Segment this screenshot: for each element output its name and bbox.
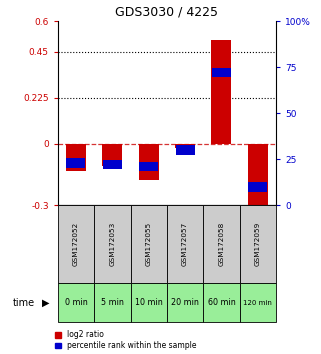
Bar xyxy=(139,144,159,180)
Bar xyxy=(139,162,158,171)
Text: 20 min: 20 min xyxy=(171,298,199,307)
Bar xyxy=(248,182,267,192)
Text: GSM172059: GSM172059 xyxy=(255,222,261,266)
Bar xyxy=(175,144,195,148)
Bar xyxy=(203,205,240,283)
Bar xyxy=(240,205,276,283)
Bar xyxy=(94,205,131,283)
Bar xyxy=(176,145,195,155)
Bar xyxy=(203,283,240,322)
Text: GSM172057: GSM172057 xyxy=(182,222,188,266)
Bar xyxy=(167,283,203,322)
Text: 120 min: 120 min xyxy=(243,300,272,306)
Bar xyxy=(240,283,276,322)
Text: 5 min: 5 min xyxy=(101,298,124,307)
Bar xyxy=(212,68,231,78)
Bar xyxy=(131,205,167,283)
Bar xyxy=(94,283,131,322)
Title: GDS3030 / 4225: GDS3030 / 4225 xyxy=(116,6,218,19)
Bar xyxy=(131,283,167,322)
Bar xyxy=(248,144,268,210)
Text: GSM172052: GSM172052 xyxy=(73,222,79,266)
Text: GSM172053: GSM172053 xyxy=(109,222,115,266)
Legend: log2 ratio, percentile rank within the sample: log2 ratio, percentile rank within the s… xyxy=(55,330,197,350)
Bar xyxy=(58,283,94,322)
Text: GSM172058: GSM172058 xyxy=(219,222,224,266)
Bar xyxy=(167,205,203,283)
Bar xyxy=(66,158,85,167)
Bar xyxy=(102,144,122,166)
Bar xyxy=(212,40,231,144)
Text: 60 min: 60 min xyxy=(208,298,235,307)
Text: 0 min: 0 min xyxy=(65,298,87,307)
Text: ▶: ▶ xyxy=(42,298,49,308)
Bar xyxy=(103,160,122,170)
Text: GSM172055: GSM172055 xyxy=(146,222,152,266)
Text: 10 min: 10 min xyxy=(135,298,163,307)
Text: time: time xyxy=(13,298,35,308)
Bar xyxy=(58,205,94,283)
Bar xyxy=(66,144,86,171)
